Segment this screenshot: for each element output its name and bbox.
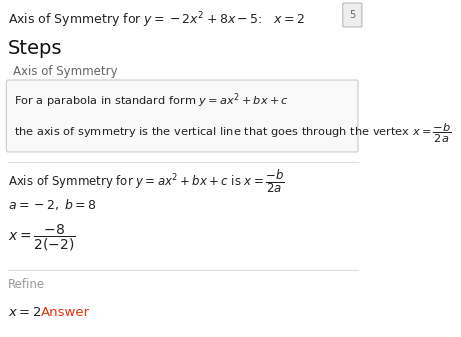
Text: Axis of Symmetry: Axis of Symmetry [13,65,118,79]
FancyBboxPatch shape [6,80,358,152]
Text: Axis of Symmetry for $y = -2x^2 + 8x - 5$:   $x = 2$: Axis of Symmetry for $y = -2x^2 + 8x - 5… [8,10,305,30]
FancyBboxPatch shape [343,3,362,27]
Text: Answer: Answer [41,306,90,318]
Text: 5: 5 [349,10,355,20]
Text: For a parabola in standard form $y = ax^2 + bx + c$: For a parabola in standard form $y = ax^… [14,92,290,110]
Text: $x = 2$: $x = 2$ [8,306,41,318]
Text: $x = \dfrac{-8}{2(-2)}$: $x = \dfrac{-8}{2(-2)}$ [8,223,76,253]
Text: Axis of Symmetry for $y = ax^2 + bx + c$ is $x = \dfrac{-b}{2a}$: Axis of Symmetry for $y = ax^2 + bx + c$… [8,168,284,195]
Text: $a = -2,\; b = 8$: $a = -2,\; b = 8$ [8,197,96,213]
Text: Refine: Refine [8,278,45,292]
Text: the axis of symmetry is the vertical line that goes through the vertex $x = \dfr: the axis of symmetry is the vertical lin… [14,121,452,145]
Text: Steps: Steps [8,38,62,58]
